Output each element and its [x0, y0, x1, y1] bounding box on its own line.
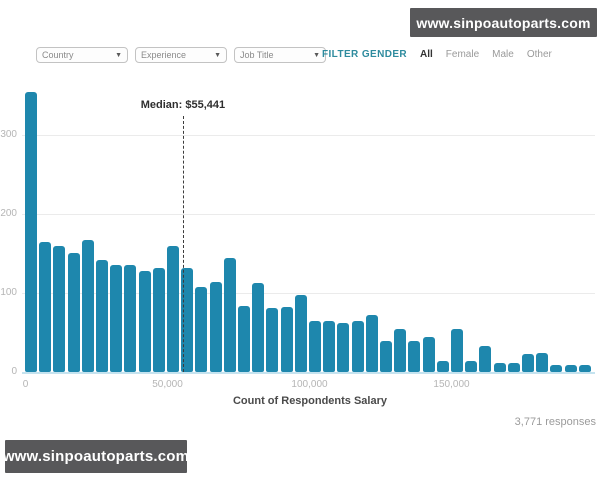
histogram-bar	[167, 245, 179, 372]
histogram-bar	[564, 364, 577, 372]
y-tick-label: 200	[0, 208, 17, 219]
gridline	[22, 214, 595, 215]
gender-option-female[interactable]: Female	[445, 49, 480, 60]
histogram-bar	[479, 345, 492, 372]
country-dropdown-label: Country	[42, 50, 74, 60]
histogram-bar	[550, 364, 563, 372]
histogram-bar	[138, 270, 151, 372]
histogram-bar	[436, 360, 449, 372]
job-title-dropdown[interactable]: Job Title ▼	[234, 47, 326, 63]
histogram-bar	[365, 315, 378, 372]
histogram-bar	[266, 308, 279, 372]
experience-dropdown-label: Experience	[141, 50, 187, 60]
chevron-down-icon: ▼	[115, 51, 122, 59]
histogram-bar	[507, 362, 520, 372]
histogram-bar	[394, 329, 407, 372]
histogram-bar	[351, 321, 364, 372]
filter-toolbar: Country ▼ Experience ▼ Job Title ▼	[36, 47, 326, 63]
histogram-bar	[238, 305, 250, 372]
histogram-bar	[522, 353, 534, 372]
country-dropdown[interactable]: Country ▼	[36, 47, 128, 63]
histogram-bar	[53, 246, 66, 372]
experience-dropdown[interactable]: Experience ▼	[135, 47, 227, 63]
histogram-bar	[181, 267, 194, 372]
x-tick-label: 50,000	[152, 379, 183, 390]
watermark-text: www.sinpoautoparts.com	[2, 448, 190, 465]
median-line	[182, 116, 184, 372]
gender-option-male[interactable]: Male	[492, 49, 514, 60]
histogram-bar	[294, 294, 307, 372]
gender-filter: FILTER GENDER All Female Male Other	[322, 49, 552, 60]
x-tick-label: 150,000	[433, 379, 470, 390]
watermark-bottom-left: www.sinpoautoparts.com	[2, 440, 190, 473]
x-axis-title: Count of Respondents Salary	[232, 395, 388, 407]
histogram-bar	[96, 259, 108, 372]
job-title-dropdown-label: Job Title	[240, 50, 274, 60]
response-count: 3,771 responses	[514, 416, 596, 428]
histogram-bar	[152, 267, 165, 372]
histogram-bar	[67, 252, 80, 372]
median-annotation: Median: $55,441	[140, 99, 226, 111]
histogram-bar	[280, 307, 293, 372]
histogram-bar	[309, 320, 321, 372]
histogram-bar	[195, 286, 208, 372]
chevron-down-icon: ▼	[313, 51, 320, 59]
y-tick-label: 100	[0, 287, 17, 298]
watermark-text: www.sinpoautoparts.com	[416, 14, 591, 31]
gender-option-all[interactable]: All	[420, 49, 433, 60]
chevron-down-icon: ▼	[214, 51, 221, 59]
y-tick-label: 300	[0, 129, 17, 140]
histogram-bar	[451, 329, 463, 372]
histogram-bar	[465, 360, 478, 372]
histogram-bar	[337, 323, 350, 372]
histogram-bar	[81, 240, 94, 372]
histogram-bar	[252, 282, 265, 372]
gender-option-other[interactable]: Other	[526, 49, 552, 60]
histogram-bar	[536, 353, 549, 372]
histogram-bar	[223, 258, 236, 372]
x-tick-label: 0	[22, 379, 29, 390]
gender-filter-label: FILTER GENDER	[322, 49, 408, 60]
histogram-bar	[124, 264, 137, 372]
y-tick-label: 0	[11, 366, 17, 377]
histogram-bar	[25, 91, 37, 372]
histogram-bar	[209, 281, 222, 372]
histogram-bar	[578, 364, 591, 372]
histogram-bar	[408, 341, 421, 372]
watermark-top-right: www.sinpoautoparts.com	[410, 8, 597, 37]
histogram-bar	[380, 341, 392, 372]
gridline	[22, 135, 595, 136]
x-tick-label: 100,000	[291, 379, 328, 390]
histogram-bar	[422, 337, 435, 372]
x-axis-line	[22, 372, 595, 374]
histogram-bar	[39, 242, 52, 372]
histogram-bar	[110, 264, 123, 372]
histogram-bar	[323, 321, 336, 372]
histogram-bar	[493, 362, 506, 372]
gridline	[22, 293, 595, 294]
